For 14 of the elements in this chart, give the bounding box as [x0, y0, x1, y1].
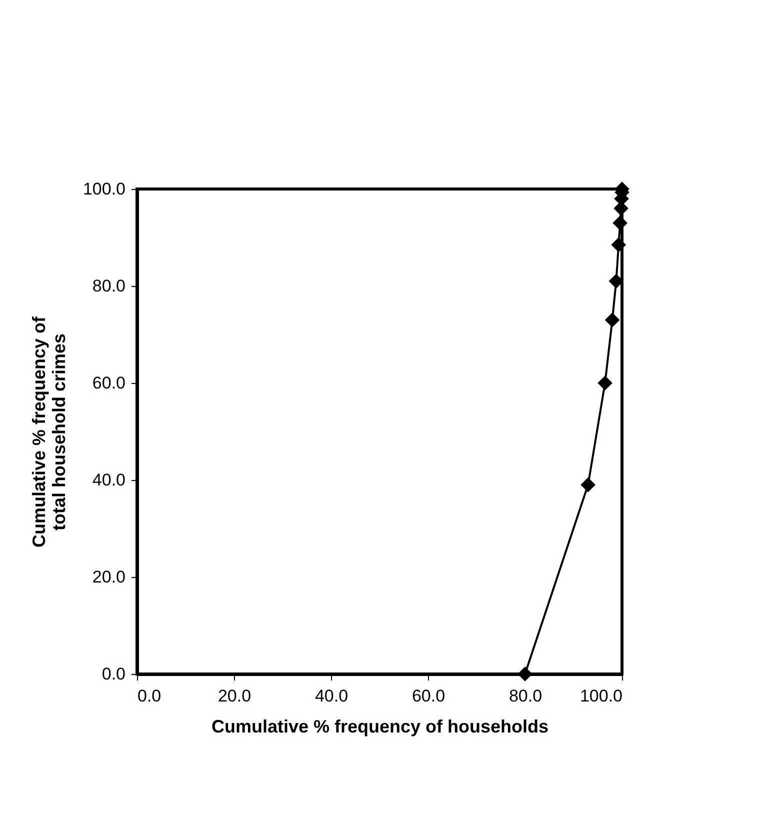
x-tick-label: 80.0	[508, 686, 542, 706]
y-tick-label: 100.0	[82, 180, 126, 198]
y-tick-label: 80.0	[92, 276, 126, 296]
x-tick-label: 20.0	[218, 686, 252, 706]
y-tick-label: 60.0	[92, 374, 126, 392]
x-tick-label: 0.0	[138, 686, 162, 706]
y-axis-title: Cumulative % frequency of total household crimes	[28, 315, 69, 548]
x-axis-title: Cumulative % frequency of households	[211, 716, 549, 736]
y-tick-label: 40.0	[92, 470, 126, 490]
x-tick-label: 40.0	[314, 686, 348, 706]
y-tick-label: 0.0	[102, 664, 126, 684]
x-tick-label: 60.0	[412, 686, 446, 706]
y-tick-label: 20.0	[92, 568, 126, 586]
x-tick-label: 100.0	[580, 686, 622, 706]
